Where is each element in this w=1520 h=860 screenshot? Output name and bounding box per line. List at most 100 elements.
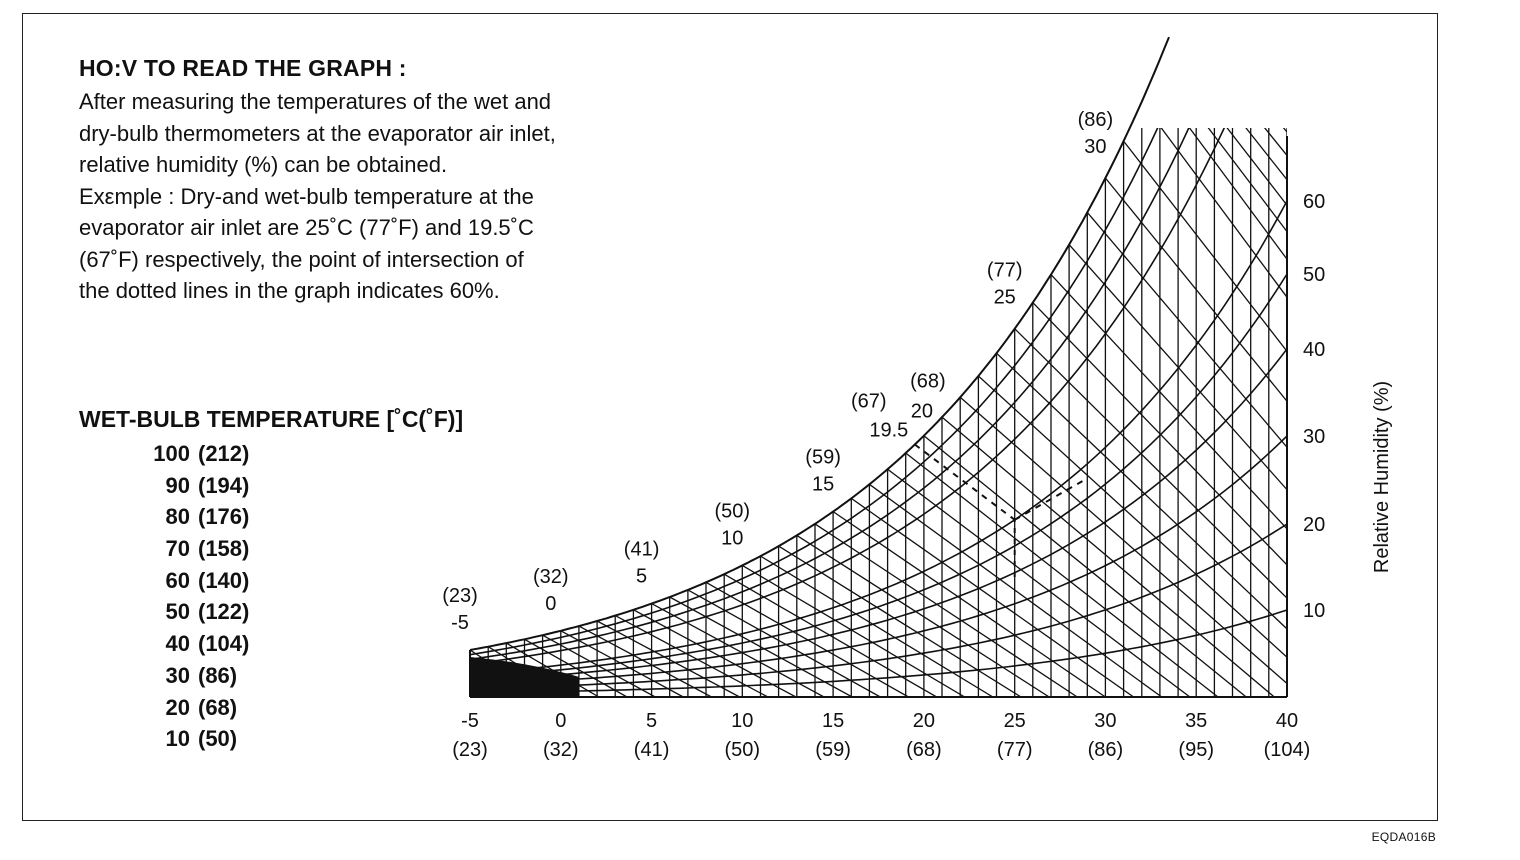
wet-bulb-celsius: 60	[165, 567, 190, 593]
wet-bulb-celsius: 10	[165, 726, 190, 752]
x-tick-label-fahrenheit: (32)	[543, 739, 579, 761]
wet-bulb-fahrenheit: (158)	[198, 536, 250, 562]
saturation-label-celsius: 30	[1084, 136, 1106, 158]
relative-humidity-curve	[470, 128, 1287, 656]
example-intersection-dotted-line	[1014, 478, 1086, 521]
wet-bulb-gridline	[760, 555, 994, 697]
saturation-label-celsius: 5	[636, 566, 647, 588]
wet-bulb-gridline	[796, 534, 1050, 697]
saturation-label-fahrenheit: (68)	[910, 371, 946, 393]
saturation-label-celsius: 19.5	[869, 420, 908, 442]
relative-humidity-curve	[470, 523, 1287, 690]
wet-bulb-gridline	[1050, 274, 1287, 697]
relative-humidity-curve	[470, 435, 1287, 686]
wet-bulb-row: 50 (122)	[130, 596, 288, 628]
wet-bulb-row: 100 (212)	[130, 438, 288, 470]
rh-tick-label: 40	[1303, 339, 1325, 361]
wet-bulb-gridline	[1195, 128, 1287, 697]
wet-bulb-gridline	[1104, 177, 1287, 697]
wet-bulb-fahrenheit: (212)	[198, 441, 250, 466]
saturation-label-celsius: 10	[721, 527, 743, 549]
figure-frame	[22, 13, 1438, 821]
how-to-read-line: (67˚F) respectively, the point of inters…	[79, 246, 524, 272]
x-tick-label-fahrenheit: (77)	[997, 739, 1033, 761]
rh-tick-label: 50	[1303, 264, 1325, 286]
x-tick-label-celsius: 25	[1004, 710, 1026, 732]
wet-bulb-row: 60 (140)	[130, 565, 288, 597]
wet-bulb-gridline	[651, 603, 825, 697]
wet-bulb-row: 20 (68)	[130, 692, 288, 724]
x-tick-label-fahrenheit: (95)	[1178, 739, 1214, 761]
relative-humidity-curve	[470, 200, 1287, 676]
saturation-label-celsius: 25	[994, 287, 1016, 309]
x-tick-label-celsius: 40	[1276, 710, 1298, 732]
relative-humidity-curve	[470, 128, 1287, 665]
x-tick-label-celsius: 15	[822, 710, 844, 732]
example-wet-bulb-dotted-line	[914, 443, 1016, 521]
wet-bulb-gridline	[560, 630, 684, 697]
how-to-read-title: HO:V TO READ THE GRAPH :	[79, 55, 407, 81]
x-tick-label-fahrenheit: (104)	[1264, 739, 1311, 761]
wet-bulb-celsius: 30	[165, 662, 190, 688]
x-tick-label-celsius: -5	[461, 710, 479, 732]
wet-bulb-gridline	[741, 564, 966, 697]
x-tick-label-fahrenheit: (86)	[1088, 739, 1124, 761]
figure-code: EQDA016B	[1371, 830, 1436, 844]
rh-tick-label: 10	[1303, 600, 1325, 622]
x-tick-label-celsius: 20	[913, 710, 935, 732]
wet-bulb-gridline	[578, 625, 712, 697]
how-to-read-text: After measuring the temperatures of the …	[79, 86, 699, 307]
wet-bulb-gridline	[832, 511, 1106, 697]
saturation-label-celsius: 0	[545, 593, 556, 615]
wet-bulb-row: 70 (158)	[130, 533, 288, 565]
wet-bulb-fahrenheit: (104)	[198, 631, 250, 657]
wet-bulb-gridline	[977, 375, 1287, 697]
wet-bulb-fahrenheit: (176)	[198, 504, 250, 530]
wet-bulb-celsius: 50	[165, 599, 190, 625]
wet-bulb-fahrenheit: (140)	[198, 567, 250, 593]
x-tick-label-celsius: 10	[731, 710, 753, 732]
wet-bulb-gridline	[633, 609, 797, 697]
how-to-read-line: relative humidity (%) can be obtained.	[79, 152, 448, 177]
relative-humidity-curve	[470, 348, 1287, 682]
wet-bulb-celsius: 70	[165, 536, 190, 562]
saturation-label-fahrenheit: (50)	[715, 500, 751, 522]
x-tick-label-celsius: 5	[646, 710, 657, 732]
saturation-label-fahrenheit: (32)	[533, 566, 569, 588]
relative-humidity-curve	[470, 273, 1287, 679]
how-to-read-line: After measuring the temperatures of the …	[79, 89, 552, 114]
how-to-read-panel: HO:V TO READ THE GRAPH : After measuring…	[79, 55, 699, 307]
saturation-label-celsius: 20	[911, 401, 933, 423]
rh-axis-title: Relative Humidity (%)	[1371, 381, 1393, 573]
saturation-label-celsius: -5	[451, 612, 469, 634]
wet-bulb-gridline	[923, 435, 1247, 697]
wet-bulb-gridline	[1014, 328, 1287, 697]
wet-bulb-row: 90 (194)	[130, 470, 288, 502]
wet-bulb-gridline	[814, 523, 1078, 697]
wet-bulb-gridline	[1159, 128, 1287, 697]
x-tick-label-celsius: 30	[1094, 710, 1116, 732]
wet-bulb-gridline	[1068, 244, 1287, 697]
wet-bulb-celsius: 20	[165, 694, 190, 720]
how-to-read-line: dry-bulb thermometers at the evaporator …	[79, 120, 556, 146]
wet-bulb-fahrenheit: (122)	[198, 599, 250, 625]
rh-tick-label: 30	[1303, 426, 1325, 448]
x-tick-label-fahrenheit: (23)	[452, 739, 488, 761]
wet-bulb-gridline	[1086, 211, 1287, 697]
wet-bulb-celsius: 40	[165, 631, 190, 657]
wet-bulb-row: 10 (50)	[130, 723, 288, 755]
wet-bulb-fahrenheit: (68)	[198, 694, 238, 720]
rh-tick-label: 20	[1303, 514, 1325, 536]
saturation-label-fahrenheit: (67)	[851, 391, 887, 413]
wet-bulb-gridline	[887, 468, 1191, 697]
wet-bulb-gridline	[1032, 302, 1287, 697]
chart-grid	[470, 128, 1287, 697]
wet-bulb-celsius: 100	[153, 441, 190, 466]
wet-bulb-gridline	[1141, 128, 1287, 697]
wet-bulb-gridline	[1213, 128, 1287, 697]
x-tick-label-fahrenheit: (41)	[634, 739, 670, 761]
wet-bulb-fahrenheit: (86)	[198, 662, 238, 688]
wet-bulb-gridline	[905, 452, 1219, 697]
wet-bulb-gridline	[669, 596, 853, 697]
